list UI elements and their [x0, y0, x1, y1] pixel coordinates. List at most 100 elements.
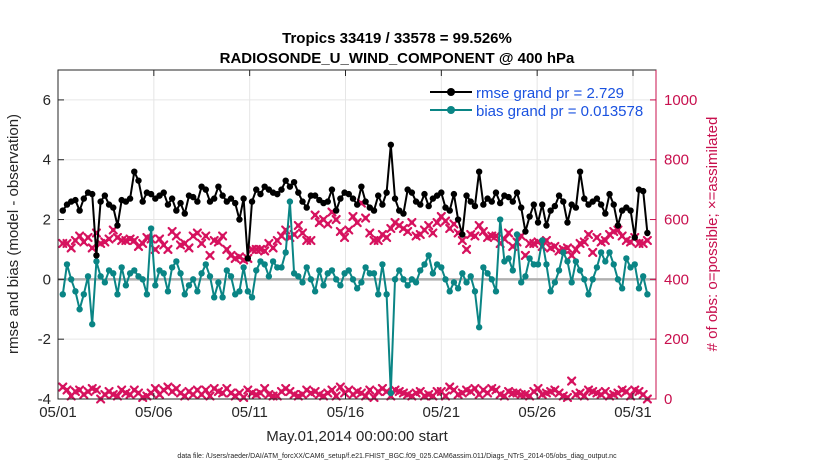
bias-point-34: [202, 261, 209, 268]
bias-point-2: [68, 276, 75, 283]
bias-point-122: [572, 258, 580, 265]
y-right-tick-label-4: 800: [664, 152, 689, 169]
possible-marker-11: [104, 234, 114, 244]
rmse-point-65: [332, 207, 340, 214]
bias-point-1: [63, 261, 71, 268]
rmse-point-116: [547, 207, 554, 214]
rmse-point-7: [89, 190, 96, 198]
assimilated-marker-22: [150, 383, 160, 394]
bias-point-65: [332, 276, 340, 283]
assimilated-marker-124: [579, 391, 589, 401]
bias-point-121: [568, 279, 575, 286]
x-tick-label-5: 05/26: [518, 404, 556, 421]
bias-point-39: [223, 267, 231, 274]
bias-point-129: [602, 258, 609, 265]
rmse-point-127: [593, 195, 601, 202]
bias-point-4: [76, 306, 83, 313]
bias-point-13: [114, 291, 121, 298]
possible-marker-78: [386, 223, 396, 234]
bias-point-61: [316, 267, 323, 274]
possible-marker-83: [407, 217, 417, 228]
possible-marker-122: [571, 244, 581, 255]
rmse-point-100: [480, 201, 487, 208]
rmse-point-138: [639, 187, 647, 195]
rmse-point-129: [602, 210, 609, 217]
bias-point-99: [475, 324, 483, 331]
y-right-tick-label-0: 0: [664, 391, 672, 408]
rmse-point-102: [488, 198, 495, 205]
bias-point-104: [496, 216, 504, 223]
bias-point-125: [585, 291, 592, 298]
bias-series: [59, 198, 651, 397]
bias-point-84: [412, 279, 420, 286]
rmse-point-97: [467, 198, 474, 205]
rmse-point-136: [631, 234, 638, 241]
rmse-point-28: [177, 199, 184, 207]
bias-point-107: [509, 267, 516, 274]
possible-marker-70: [352, 217, 362, 228]
rmse-point-93: [450, 190, 458, 198]
y-axis-right-label: # of obs: o=possible; ×=assimilated: [704, 117, 721, 352]
bias-point-29: [181, 291, 188, 298]
bias-point-86: [421, 261, 428, 268]
bias-point-108: [513, 231, 521, 238]
assimilated-marker-64: [327, 385, 337, 395]
bias-point-59: [307, 276, 315, 283]
possible-marker-124: [579, 237, 589, 247]
rmse-point-17: [131, 168, 138, 175]
rmse-point-44: [244, 255, 252, 262]
possible-marker-129: [600, 235, 610, 246]
possible-marker-89: [432, 217, 442, 228]
legend-bias-marker: [447, 106, 455, 114]
rmse-point-119: [560, 198, 567, 205]
rmse-point-0: [59, 207, 66, 214]
bias-point-49: [265, 273, 273, 280]
rmse-point-86: [421, 190, 428, 198]
rmse-point-36: [210, 195, 218, 202]
possible-marker-82: [403, 226, 413, 237]
bias-point-33: [198, 270, 205, 277]
possible-marker-73: [365, 228, 375, 238]
rmse-point-123: [576, 168, 584, 175]
possible-marker-65: [331, 214, 341, 225]
rmse-point-64: [328, 186, 336, 193]
bias-point-28: [177, 270, 184, 277]
rmse-point-83: [408, 189, 416, 196]
rmse-point-120: [564, 219, 571, 226]
bias-point-68: [345, 267, 352, 274]
possible-marker-39: [222, 244, 232, 255]
rmse-point-41: [232, 199, 239, 207]
rmse-point-114: [539, 201, 546, 208]
rmse-point-12: [110, 204, 117, 211]
bias-point-72: [362, 264, 369, 271]
bias-point-136: [631, 261, 638, 268]
bias-point-75: [375, 291, 382, 298]
bias-point-97: [467, 273, 474, 280]
rmse-point-4: [76, 207, 83, 214]
rmse-point-25: [164, 201, 172, 208]
x-tick-label-1: 05/06: [135, 404, 173, 421]
rmse-point-56: [295, 189, 302, 196]
possible-marker-88: [428, 228, 438, 238]
assimilated-marker-13: [112, 391, 123, 401]
bias-point-26: [168, 264, 176, 271]
possible-marker-67: [339, 232, 350, 243]
rmse-point-132: [614, 222, 622, 229]
y-left-tick-label-3: 2: [43, 212, 51, 229]
possible-marker-2: [66, 243, 76, 253]
rmse-point-92: [446, 207, 453, 214]
bias-point-60: [311, 288, 319, 295]
rmse-point-58: [303, 204, 310, 211]
rmse-point-113: [534, 219, 542, 226]
possible-marker-75: [373, 235, 383, 246]
bias-point-27: [173, 258, 180, 265]
rmse-point-52: [278, 186, 285, 193]
possible-marker-69: [348, 211, 358, 222]
bias-point-130: [606, 249, 613, 256]
bias-point-76: [379, 261, 386, 268]
bias-point-106: [505, 255, 512, 262]
rmse-point-81: [400, 210, 407, 217]
rmse-point-104: [496, 199, 504, 207]
bias-point-20: [143, 291, 151, 298]
rmse-point-43: [240, 195, 247, 202]
